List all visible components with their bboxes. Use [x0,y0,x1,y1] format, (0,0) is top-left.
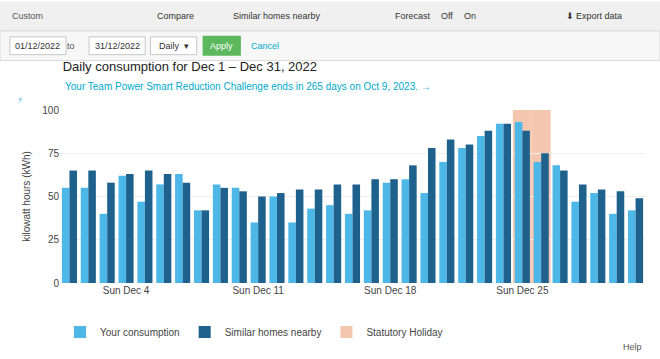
svg-text:Apply: Apply [210,41,233,51]
svg-text:Compare: Compare [157,11,194,21]
svg-text:Similar homes nearby: Similar homes nearby [233,11,321,21]
svg-text:to: to [67,41,75,51]
svg-text:0: 0 [53,278,59,289]
svg-text:kilowatt hours (kWh): kilowatt hours (kWh) [21,151,32,242]
svg-text:Sun Dec 11: Sun Dec 11 [232,285,284,296]
svg-text:75: 75 [48,148,60,159]
svg-text:Daily ▾: Daily ▾ [159,41,189,51]
svg-text:⬇ Export data: ⬇ Export data [566,11,622,21]
svg-text:Off: Off [441,11,453,21]
svg-text:Sun Dec 25: Sun Dec 25 [496,285,549,296]
svg-text:100: 100 [42,105,59,116]
svg-text:25: 25 [48,234,60,245]
svg-text:⚡: ⚡ [17,95,23,105]
svg-text:Forecast: Forecast [395,11,431,21]
svg-text:31/12/2022: 31/12/2022 [95,41,140,51]
svg-text:Sun Dec 4: Sun Dec 4 [103,285,150,296]
svg-text:01/12/2022: 01/12/2022 [15,41,60,51]
svg-text:Daily consumption for Dec 1 –: Daily consumption for Dec 1 – Dec 31, 20… [63,59,317,74]
svg-text:On: On [464,11,476,21]
svg-text:Custom: Custom [12,11,43,21]
svg-text:Statutory Holiday: Statutory Holiday [366,327,442,338]
svg-text:Similar homes nearby: Similar homes nearby [225,327,322,338]
svg-text:50: 50 [48,191,60,202]
svg-text:Cancel: Cancel [251,41,279,51]
svg-text:Your Team Power Smart Reductio: Your Team Power Smart Reduction Challeng… [65,81,431,92]
svg-text:Sun Dec 18: Sun Dec 18 [364,285,417,296]
svg-text:Help: Help [623,342,642,352]
svg-text:Your consumption: Your consumption [100,327,180,338]
